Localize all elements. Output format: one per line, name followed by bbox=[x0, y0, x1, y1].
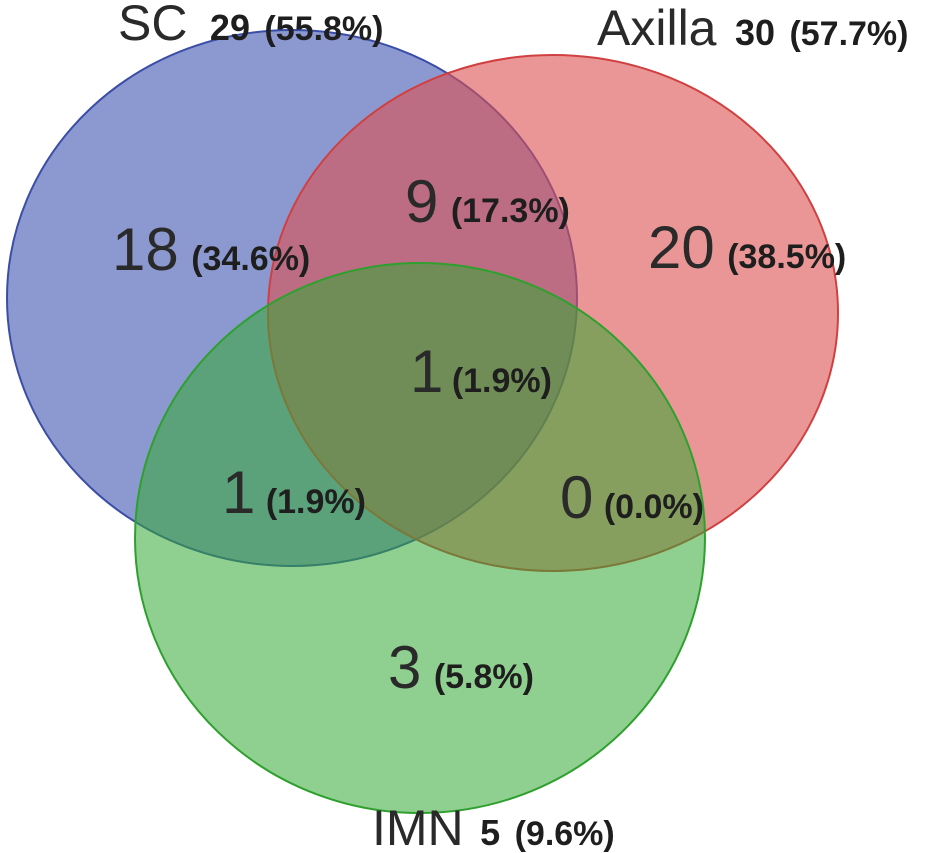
axilla-imn-label: 0 (0.0%) bbox=[560, 464, 704, 531]
all-three-count: 1 bbox=[410, 338, 443, 405]
sc-imn-label: 1 (1.9%) bbox=[222, 459, 366, 526]
sc-total: 29 bbox=[210, 7, 250, 48]
axilla-name: Axilla bbox=[597, 0, 717, 56]
axilla-only-label: 20 (38.5%) bbox=[648, 214, 846, 281]
axilla-imn-count: 0 bbox=[560, 464, 593, 531]
axilla-only-count: 20 bbox=[648, 214, 715, 281]
sc-total-pct: (55.8%) bbox=[264, 10, 383, 48]
sc-imn-count: 1 bbox=[222, 459, 255, 526]
imn-total: 5 bbox=[480, 812, 500, 853]
sc-axilla-label: 9 (17.3%) bbox=[405, 168, 570, 235]
sc-axilla-pct: (17.3%) bbox=[451, 192, 570, 230]
axilla-total: 30 bbox=[735, 12, 775, 53]
sc-only-label: 18 (34.6%) bbox=[112, 216, 310, 283]
axilla-imn-pct: (0.0%) bbox=[604, 488, 704, 526]
imn-only-count: 3 bbox=[388, 634, 421, 701]
imn-circle bbox=[134, 262, 706, 814]
all-three-pct: (1.9%) bbox=[452, 362, 552, 400]
imn-name: IMN bbox=[372, 800, 464, 853]
all-three-label: 1 (1.9%) bbox=[410, 338, 552, 405]
imn-only-pct: (5.8%) bbox=[434, 658, 534, 696]
imn-total-pct: (9.6%) bbox=[515, 815, 615, 853]
sc-only-pct: (34.6%) bbox=[191, 240, 310, 278]
imn-title: IMN 5 (9.6%) bbox=[372, 800, 615, 853]
sc-imn-pct: (1.9%) bbox=[266, 483, 366, 521]
sc-title: SC 29 (55.8%) bbox=[118, 0, 383, 51]
sc-axilla-count: 9 bbox=[405, 168, 438, 235]
sc-name: SC bbox=[118, 0, 187, 51]
axilla-total-pct: (57.7%) bbox=[789, 15, 908, 53]
imn-only-label: 3 (5.8%) bbox=[388, 634, 534, 701]
axilla-only-pct: (38.5%) bbox=[727, 238, 846, 276]
sc-only-count: 18 bbox=[112, 216, 179, 283]
axilla-title: Axilla 30 (57.7%) bbox=[597, 0, 909, 56]
